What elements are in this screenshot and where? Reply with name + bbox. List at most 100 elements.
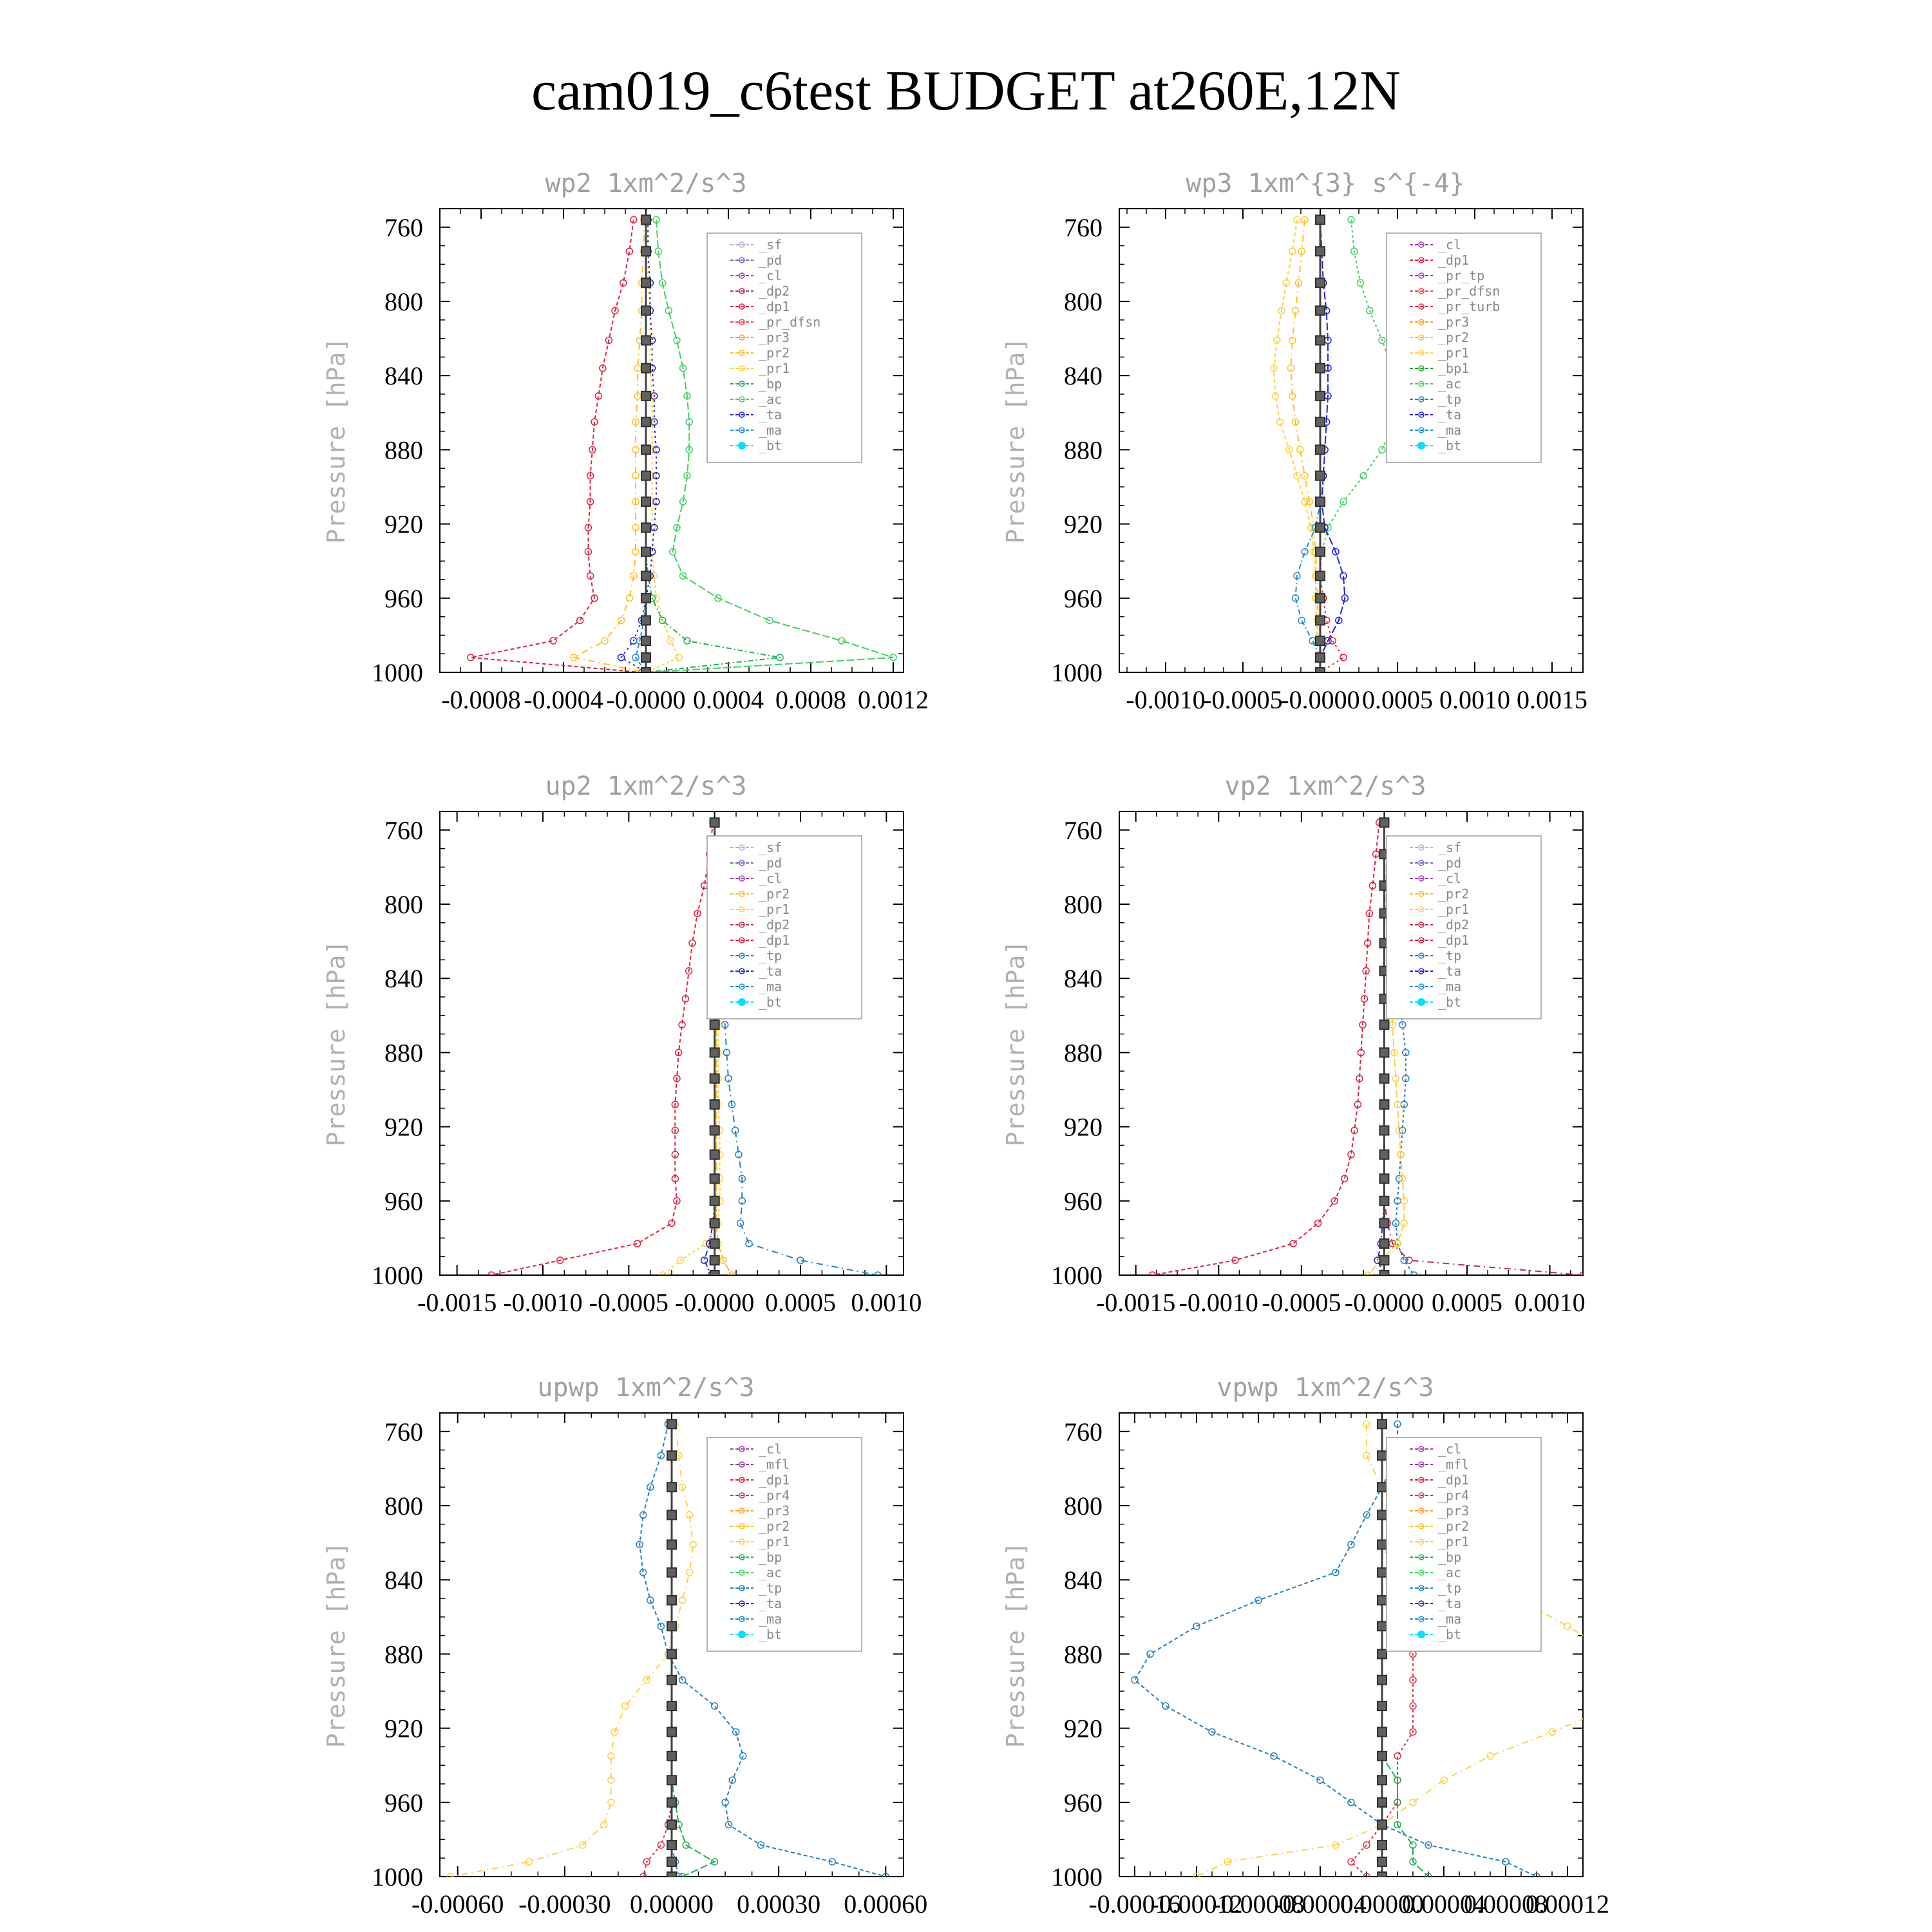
- x-tick-label: -0.0000: [675, 1288, 754, 1317]
- series-line-ta: [1320, 220, 1346, 672]
- data-point-tp: [1270, 1752, 1278, 1760]
- data-point-dp1: [1331, 1197, 1339, 1205]
- data-point-bt: [709, 1270, 720, 1275]
- x-tick-label: 0.0005: [1432, 1288, 1502, 1317]
- data-point-pr2: [728, 1271, 736, 1275]
- y-tick-label: 880: [1064, 435, 1103, 464]
- x-tick-label: 0.00008: [1464, 1889, 1548, 1918]
- data-point-bt: [1377, 1674, 1387, 1685]
- data-point-pr2: [1291, 418, 1300, 426]
- x-tick-label: 0.0008: [775, 685, 846, 714]
- data-point-bt: [667, 1856, 677, 1867]
- legend-marker: [1418, 288, 1425, 294]
- data-point-bt: [667, 1840, 677, 1851]
- legend-box: [706, 835, 862, 1019]
- legend-marker: [739, 1539, 745, 1545]
- data-point-pr1: [1611, 1651, 1617, 1657]
- y-tick-label: 960: [384, 1788, 423, 1817]
- legend-marker: [1418, 257, 1425, 263]
- legend-marker: [739, 1554, 745, 1560]
- data-point-pr4: [639, 1873, 647, 1877]
- data-point-dp1: [1363, 939, 1372, 947]
- legend-label: _pr2: [1438, 330, 1469, 345]
- legend-marker: [739, 257, 745, 263]
- data-point-tp: [874, 1271, 882, 1275]
- legend-label: _pr2: [1438, 1519, 1469, 1534]
- data-point-bt: [641, 278, 651, 289]
- data-point-bt: [641, 497, 651, 507]
- legend-marker: [1418, 272, 1425, 279]
- data-point-bt: [641, 470, 651, 481]
- data-point-tp: [1208, 1728, 1216, 1736]
- legend-label: _ac: [1438, 1565, 1461, 1580]
- legend-label: _tp: [759, 1580, 782, 1596]
- data-point-bp: [1425, 1873, 1432, 1877]
- legend-marker: [1418, 1492, 1425, 1499]
- data-point-ac: [679, 498, 687, 506]
- data-point-bt: [1379, 1195, 1390, 1206]
- legend-label: _mfl: [759, 1457, 790, 1472]
- legend-marker: [739, 922, 745, 928]
- data-point-bt: [1315, 497, 1325, 507]
- y-tick-label: 760: [384, 816, 423, 845]
- chart-panel-6: vpwp 1xm^2/s^3 Pressure [hPa] 760 800 840 880…: [1001, 1373, 1617, 1918]
- legend-label: _pr4: [759, 1488, 790, 1503]
- legend-marker: [1418, 242, 1425, 248]
- data-point-pr1: [652, 594, 660, 602]
- legend-marker: [739, 427, 745, 433]
- legend-label: _cl: [759, 268, 782, 283]
- data-point-dp1: [1329, 637, 1336, 645]
- data-point-ac: [1378, 336, 1386, 345]
- data-point-pr1: [1397, 1151, 1405, 1159]
- data-point-tp: [735, 1151, 743, 1159]
- data-point-pr1: [1293, 216, 1301, 224]
- data-point-bt: [667, 1775, 677, 1786]
- y-tick-label: 880: [384, 435, 423, 464]
- legend-marker: [739, 272, 745, 279]
- data-point-bt: [1315, 214, 1325, 225]
- legend-marker: [1418, 381, 1425, 387]
- y-tick-label: 840: [384, 361, 423, 390]
- data-point-bt: [709, 1125, 720, 1136]
- legend-marker: [739, 983, 745, 990]
- data-point-ta: [1332, 548, 1340, 556]
- x-tick-label: -0.0008: [441, 685, 520, 714]
- data-point-tp: [732, 1728, 740, 1736]
- y-axis-label: Pressure [hPa]: [322, 337, 350, 544]
- legend-marker: [739, 968, 745, 974]
- data-point-bt: [1379, 817, 1390, 828]
- x-tick-label: -0.0010: [1179, 1288, 1258, 1317]
- legend-marker: [1418, 983, 1425, 990]
- data-point-tp: [710, 1702, 719, 1710]
- legend-marker: [1417, 998, 1425, 1006]
- data-point-ac: [679, 572, 687, 580]
- x-tick-label: -0.0005: [1203, 685, 1282, 714]
- data-point-bt: [667, 1539, 677, 1550]
- data-point-ta: [652, 498, 660, 506]
- data-point-bt: [709, 1149, 720, 1160]
- data-point-dp1: [549, 637, 557, 645]
- legend-marker: [739, 1492, 745, 1499]
- data-point-bt: [667, 1701, 677, 1712]
- data-point-dp1: [1368, 882, 1377, 889]
- legend-marker: [739, 860, 745, 866]
- data-point-bt: [709, 1255, 720, 1265]
- legend-label: _ta: [759, 1596, 782, 1611]
- data-point-tp: [1146, 1650, 1154, 1658]
- data-point-bt: [709, 1073, 720, 1084]
- data-point-bt: [667, 1450, 677, 1461]
- data-point-ma: [675, 1873, 683, 1877]
- data-point-dp1: [685, 967, 693, 975]
- legend-marker: [739, 1523, 745, 1530]
- data-point-ac: [658, 279, 667, 287]
- data-point-bt: [1377, 1797, 1387, 1808]
- legend-label: _pr1: [759, 902, 790, 917]
- data-point-bt: [641, 444, 651, 455]
- legend-marker: [1418, 396, 1425, 402]
- data-point-bt: [709, 1238, 720, 1249]
- data-point-tp: [1425, 1841, 1432, 1849]
- data-point-pr1: [1363, 1271, 1372, 1275]
- data-point-tp: [1392, 1219, 1400, 1227]
- legend-box: [1386, 232, 1542, 463]
- data-point-pr2: [719, 1256, 727, 1264]
